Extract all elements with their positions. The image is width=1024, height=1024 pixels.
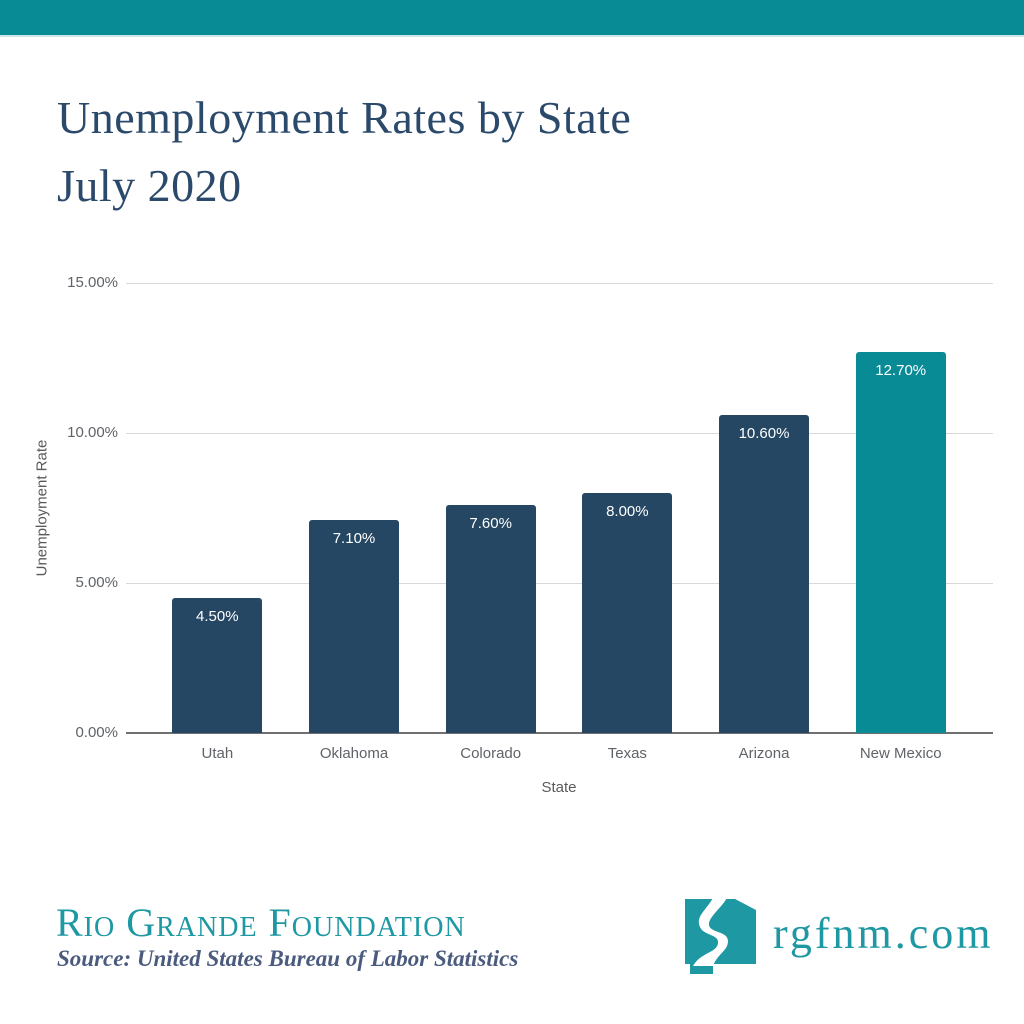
bar-slot-utah: 4.50% [149, 283, 286, 733]
x-axis-line [126, 732, 993, 734]
gridline-10 [126, 433, 993, 434]
bar-slot-arizona: 10.60% [696, 283, 833, 733]
bar-new-mexico: 12.70% [855, 352, 946, 733]
bar-value-label: 10.60% [738, 425, 790, 442]
x-tick-label-new-mexico: New Mexico [859, 745, 942, 762]
bars-row: 4.50% 7.10% 7.60% 8.00% 10.60% 12.70% [149, 283, 969, 733]
x-tick-label-utah: Utah [201, 745, 234, 762]
plot-area [126, 283, 993, 734]
bar-texas: 8.00% [582, 493, 673, 733]
x-tick-label-colorado: Colorado [460, 745, 522, 762]
bar-value-label: 7.60% [469, 515, 512, 532]
bar-value-label: 8.00% [606, 503, 649, 520]
bar-value-label: 12.70% [875, 362, 927, 379]
x-tick-label-oklahoma: Oklahoma [319, 745, 389, 762]
bar-slot-colorado: 7.60% [422, 283, 559, 733]
gridline-5 [126, 583, 993, 584]
y-axis-tick-labels: 0.00% 5.00% 10.00% 15.00% [20, 274, 118, 741]
bar-value-label: 4.50% [196, 608, 239, 625]
x-tick-label-texas: Texas [607, 745, 647, 762]
chart-title: Unemployment Rates by State July 2020 [57, 84, 631, 220]
bar-colorado: 7.60% [445, 505, 536, 733]
chart-title-line2: July 2020 [57, 160, 242, 211]
bar-slot-texas: 8.00% [559, 283, 696, 733]
new-mexico-river-logo-icon [685, 899, 756, 974]
bar-oklahoma: 7.10% [309, 520, 399, 733]
y-tick-label: 10.00% [67, 424, 118, 441]
website-link: rgfnm.com [773, 909, 994, 958]
x-axis-tick-labels: Utah Oklahoma Colorado Texas Arizona New Mexi… [149, 745, 969, 762]
bar-utah: 4.50% [172, 598, 263, 733]
x-tick-label-arizona: Arizona [738, 745, 790, 762]
y-tick-label: 0.00% [75, 724, 118, 741]
chart-title-line1: Unemployment Rates by State [57, 92, 632, 143]
source-attribution: Source: United States Bureau of Labor St… [57, 946, 519, 971]
bar-arizona: 10.60% [719, 415, 810, 733]
bar-value-label: 7.10% [332, 530, 376, 547]
gridline-15 [126, 283, 993, 284]
organization-name: Rio Grande Foundation [56, 900, 466, 945]
top-brand-band [0, 0, 1024, 37]
y-tick-label: 5.00% [75, 574, 118, 591]
bar-slot-new-mexico: 12.70% [832, 283, 969, 733]
bar-slot-oklahoma: 7.10% [286, 283, 423, 733]
y-tick-label: 15.00% [67, 274, 118, 291]
x-axis-title: State [541, 779, 577, 796]
